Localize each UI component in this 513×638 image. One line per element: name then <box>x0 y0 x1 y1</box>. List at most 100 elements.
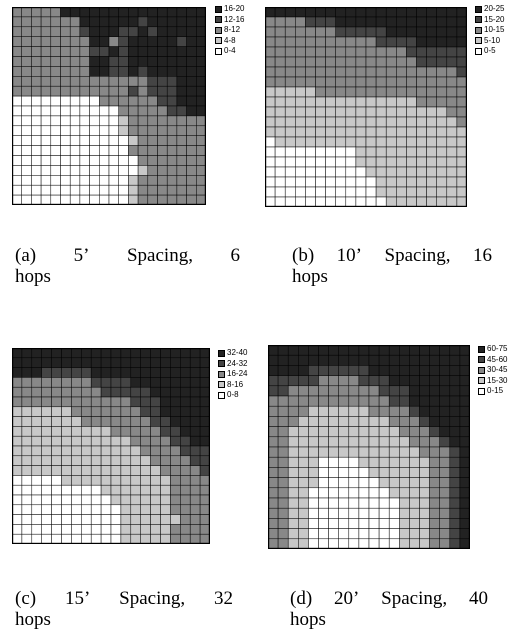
heatmap-cell <box>180 455 191 466</box>
heatmap-cell <box>385 196 397 207</box>
heatmap-cell <box>298 487 309 499</box>
heatmap-cell <box>265 96 276 108</box>
heatmap-cell <box>436 46 448 58</box>
heatmap-cell <box>196 115 206 127</box>
heatmap-cell <box>274 156 286 168</box>
heatmap-cell <box>108 184 119 196</box>
heatmap-cell <box>396 116 407 128</box>
heatmap-cell <box>305 7 316 18</box>
heatmap-cell <box>79 16 90 28</box>
heatmap-cell <box>31 504 42 515</box>
heatmap-cell <box>277 446 289 458</box>
heatmap-cell <box>315 16 326 28</box>
heatmap-cell <box>328 477 339 489</box>
heatmap-cell <box>426 166 437 178</box>
heatmap-cell <box>284 196 296 207</box>
heatmap-cell <box>378 518 390 529</box>
heatmap-cell <box>274 116 286 128</box>
heatmap-cell <box>31 455 42 466</box>
heatmap-cell <box>69 175 81 186</box>
heatmap-cell <box>170 475 181 486</box>
heatmap-cell <box>399 446 410 458</box>
heatmap-cell <box>287 467 299 478</box>
heatmap-cell <box>150 406 161 417</box>
heatmap-cell <box>375 166 387 178</box>
heatmap-cell <box>61 524 72 535</box>
heatmap-cell <box>60 184 71 196</box>
heatmap-cell <box>166 66 178 77</box>
heatmap-cell <box>89 7 100 18</box>
legend-item: 10-15 <box>475 25 504 36</box>
heatmap-cell <box>137 95 149 107</box>
heatmap-cell <box>335 56 347 68</box>
heatmap-cell <box>196 66 206 77</box>
heatmap-cell <box>328 375 339 387</box>
heatmap-cell <box>338 354 350 366</box>
heatmap-cell <box>305 196 316 207</box>
heatmap-cell <box>137 85 149 97</box>
heatmap-cell <box>388 507 400 519</box>
heatmap-cell <box>110 494 122 506</box>
heatmap-cell <box>186 36 197 47</box>
heatmap-cell <box>318 436 329 448</box>
heatmap-cell <box>439 456 451 468</box>
heatmap-cell <box>385 186 397 198</box>
heatmap-cell <box>61 484 72 496</box>
heatmap-cell <box>12 445 23 457</box>
heatmap-cell <box>325 36 336 48</box>
heatmap-cell <box>436 166 448 178</box>
heatmap-cell <box>99 125 110 136</box>
heatmap-cell <box>305 96 316 108</box>
heatmap-cell <box>268 354 279 366</box>
heatmap-cell <box>298 507 309 519</box>
heatmap-cell <box>277 405 289 417</box>
heatmap-cell <box>189 348 201 359</box>
heatmap-cell <box>150 524 161 535</box>
heatmap-cell <box>365 36 377 48</box>
heatmap-cell <box>118 85 129 97</box>
heatmap-cell <box>50 76 61 87</box>
heatmap-cell <box>439 528 451 540</box>
legend-label: 15-30 <box>487 375 508 385</box>
heatmap-cell <box>140 348 151 359</box>
caption-a-word: Spacing, <box>126 245 193 266</box>
heatmap-cell <box>110 475 122 486</box>
heatmap-cell <box>388 436 400 448</box>
heatmap-cell <box>180 386 191 398</box>
heatmap-cell <box>355 26 367 38</box>
heatmap-cell <box>150 416 161 427</box>
heatmap-cell <box>199 406 210 417</box>
heatmap-cell <box>399 375 410 387</box>
heatmap-cell <box>108 155 119 166</box>
heatmap-cell <box>180 514 191 525</box>
heatmap-cell <box>439 538 451 549</box>
heatmap-cell <box>295 116 306 128</box>
heatmap-cell <box>396 56 407 68</box>
heatmap-cell <box>274 106 286 118</box>
heatmap-cell <box>81 416 92 427</box>
heatmap-cell <box>268 497 279 509</box>
heatmap-cell <box>31 16 42 28</box>
heatmap-cell <box>166 85 178 97</box>
heatmap-cell <box>186 7 197 18</box>
heatmap-cell <box>41 465 52 476</box>
legend-label: 4-8 <box>224 35 236 45</box>
heatmap-cell <box>189 416 201 427</box>
heatmap-cell <box>268 528 279 540</box>
heatmap-cell <box>137 115 149 127</box>
heatmap-cell <box>355 106 367 118</box>
heatmap-cell <box>51 484 62 496</box>
heatmap-cell <box>130 367 141 378</box>
heatmap-cell <box>406 16 417 28</box>
heatmap-cell <box>170 426 181 437</box>
heatmap-cell <box>385 7 397 18</box>
heatmap-cell <box>128 26 139 37</box>
heatmap-border <box>12 7 206 205</box>
heatmap-cell <box>375 56 387 68</box>
heatmap-cell <box>31 514 42 525</box>
heatmap-cell <box>388 365 400 376</box>
heatmap-cell <box>140 396 151 408</box>
heatmap-cell <box>396 76 407 88</box>
heatmap-cell <box>176 95 187 107</box>
heatmap-cell <box>160 455 171 466</box>
